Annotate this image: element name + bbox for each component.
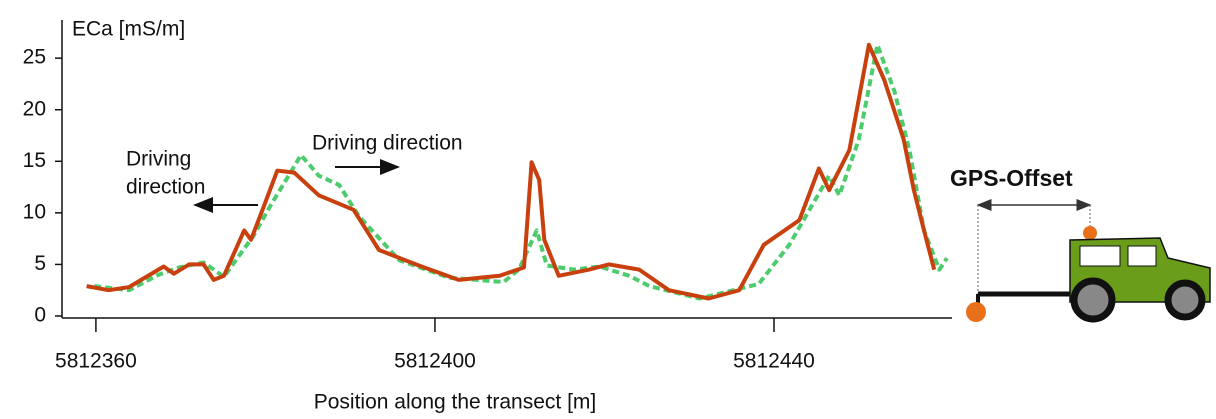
series-line — [86, 42, 937, 301]
annotation: GPS-Offset — [950, 165, 1073, 191]
y-tick-label: 0 — [34, 304, 46, 327]
series-line — [93, 42, 949, 301]
y-tick-label: 20 — [23, 97, 46, 120]
x-tick-label: 5812360 — [55, 350, 137, 373]
annotation: Driving direction — [312, 132, 463, 155]
y-tick-label: 5 — [34, 252, 46, 275]
x-tick-label: 5812440 — [733, 350, 815, 373]
annotation: Driving — [126, 148, 191, 171]
x-tick-label: 5812400 — [394, 350, 476, 373]
tractor — [966, 199, 1211, 323]
y-tick-label: 15 — [23, 149, 46, 172]
y-tick-label: 25 — [23, 46, 46, 69]
annotation: direction — [126, 176, 205, 199]
x-axis-label: Position along the transect [m] — [314, 391, 597, 414]
y-axis-label: ECa [mS/m] — [72, 18, 185, 41]
y-tick-label: 10 — [23, 200, 46, 223]
